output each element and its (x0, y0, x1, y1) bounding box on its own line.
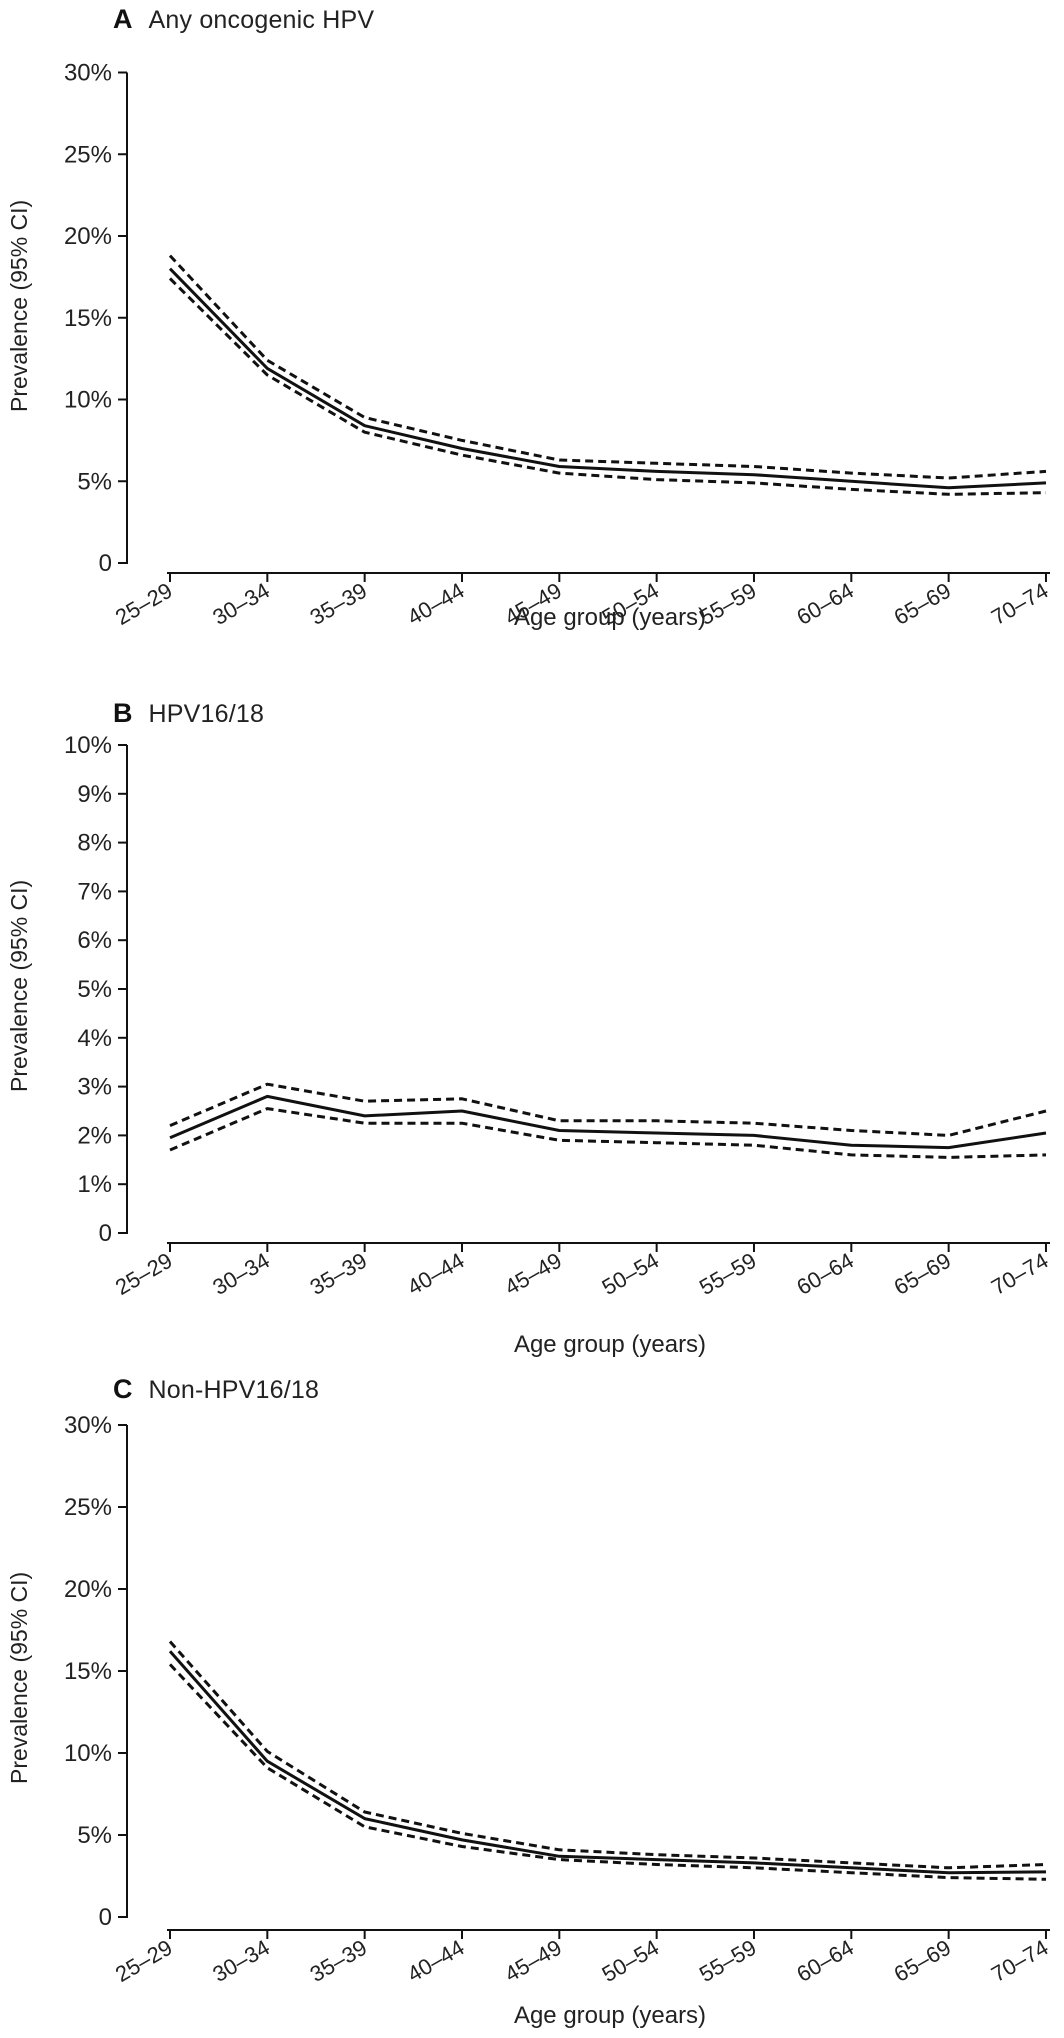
x-tick-label: 55–59 (695, 1248, 760, 1300)
y-tick-label: 15% (64, 1658, 112, 1685)
panel-a-series-solid (168, 267, 1047, 490)
panel-b-y-axis-label: Prevalence (95% CI) (6, 879, 32, 1092)
x-tick-label: 40–44 (403, 1248, 468, 1300)
y-tick-label: 0 (99, 1220, 112, 1247)
panel-b-plot: 0 1% 2% 3% 4% 5% 6% 7% 8% 9% 10% 25–29 30–34 35–39 40–… (64, 732, 1053, 1300)
x-tick-label: 65–69 (890, 1935, 955, 1987)
x-tick-label: 45–49 (500, 1935, 565, 1987)
x-tick-label: 35–39 (306, 1248, 371, 1300)
x-tick-label: 60–64 (792, 1935, 857, 1987)
panel-c-x-axis-label: Age group (years) (513, 2002, 707, 2029)
y-tick-label: 20% (64, 223, 112, 250)
x-tick-label: 45–49 (500, 1248, 565, 1300)
panel-b-title: B HPV16/18 (113, 698, 264, 729)
panel-a-y-axis-label: Prevalence (95% CI) (6, 199, 32, 412)
panel-a-letter: A (113, 4, 133, 34)
panel-a-title: A Any oncogenic HPV (113, 4, 374, 35)
y-tick-label: 5% (77, 1822, 112, 1849)
panel-c-series-dashed (168, 1663, 1047, 1881)
panel-b-series-dashed (169, 1107, 1047, 1159)
y-tick-label: 25% (64, 141, 112, 168)
panel-a-series-dashed (168, 277, 1047, 496)
x-tick-label: 55–59 (695, 1935, 760, 1987)
panel-b-series-dashed (169, 1082, 1047, 1137)
panel-a-series-dashed (168, 254, 1047, 480)
y-tick-label: 7% (77, 878, 112, 905)
panel-b-y-axis: 0 1% 2% 3% 4% 5% 6% 7% 8% 9% 10% (64, 732, 128, 1247)
y-tick-label: 1% (77, 1171, 112, 1198)
x-tick-label: 25–29 (111, 1935, 176, 1987)
y-tick-label: 30% (64, 1412, 112, 1439)
x-tick-label: 25–29 (111, 578, 176, 630)
panel-c-series-solid (168, 1650, 1047, 1875)
y-tick-label: 0 (99, 550, 112, 577)
x-tick-label: 65–69 (890, 1248, 955, 1300)
panel-a-x-axis-label: Age group (years) (513, 604, 707, 631)
panel-b-x-axis: 25–29 30–34 35–39 40–44 45–49 50–54 55–59 60–64… (111, 1242, 1052, 1300)
x-tick-label: 35–39 (306, 1935, 371, 1987)
x-tick-label: 70–74 (987, 1935, 1052, 1987)
panel-c-title: C Non-HPV16/18 (113, 1374, 319, 1405)
y-tick-label: 20% (64, 1576, 112, 1603)
y-tick-label: 3% (77, 1074, 112, 1101)
panel-a-title-text: Any oncogenic HPV (148, 6, 375, 34)
y-tick-label: 8% (77, 830, 112, 857)
y-tick-label: 25% (64, 1494, 112, 1521)
y-tick-label: 5% (77, 976, 112, 1003)
y-tick-label: 15% (64, 305, 112, 332)
panel-a-y-axis: 0 5% 10% 15% 20% 25% 30% (64, 60, 128, 577)
panel-b-title-text: HPV16/18 (148, 700, 265, 728)
x-tick-label: 60–64 (792, 1248, 857, 1300)
y-tick-label: 30% (64, 60, 112, 87)
panel-c-plot: 0 5% 10% 15% 20% 25% 30% 25–29 30–34 35–39 40–44 45… (64, 1412, 1053, 1987)
x-tick-label: 30–34 (208, 1935, 273, 1987)
y-tick-label: 5% (77, 468, 112, 495)
panel-c-x-axis: 25–29 30–34 35–39 40–44 45–49 50–54 55–59 60–64… (111, 1929, 1052, 1987)
x-tick-label: 70–74 (987, 1248, 1052, 1300)
panel-c-letter: C (113, 1374, 133, 1404)
y-tick-label: 10% (64, 732, 112, 759)
panel-a-plot: 05%10%15%20%25%30%25–29 30–34 35–39 40–44 45… (64, 60, 1053, 630)
panel-c-title-text: Non-HPV16/18 (148, 1376, 320, 1404)
y-tick-label: 4% (77, 1025, 112, 1052)
panel-c-y-axis: 0 5% 10% 15% 20% 25% 30% (64, 1412, 128, 1931)
panel-b-letter: B (113, 698, 133, 728)
panel-b-series-solid (169, 1094, 1047, 1150)
x-tick-label: 25–29 (111, 1248, 176, 1300)
x-tick-label: 40–44 (403, 1935, 468, 1987)
y-tick-label: 0 (99, 1904, 112, 1931)
y-tick-label: 6% (77, 927, 112, 954)
panel-b-x-axis-label: Age group (years) (513, 1331, 707, 1358)
x-tick-label: 30–34 (208, 1248, 273, 1300)
y-tick-label: 9% (77, 781, 112, 808)
y-tick-label: 10% (64, 1740, 112, 1767)
y-tick-label: 10% (64, 387, 112, 414)
y-tick-label: 2% (77, 1122, 112, 1149)
panel-c-series-dashed (168, 1640, 1047, 1870)
x-tick-label: 50–54 (598, 1248, 663, 1300)
x-tick-label: 50–54 (598, 1935, 663, 1987)
panel-c-y-axis-label: Prevalence (95% CI) (6, 1571, 32, 1784)
